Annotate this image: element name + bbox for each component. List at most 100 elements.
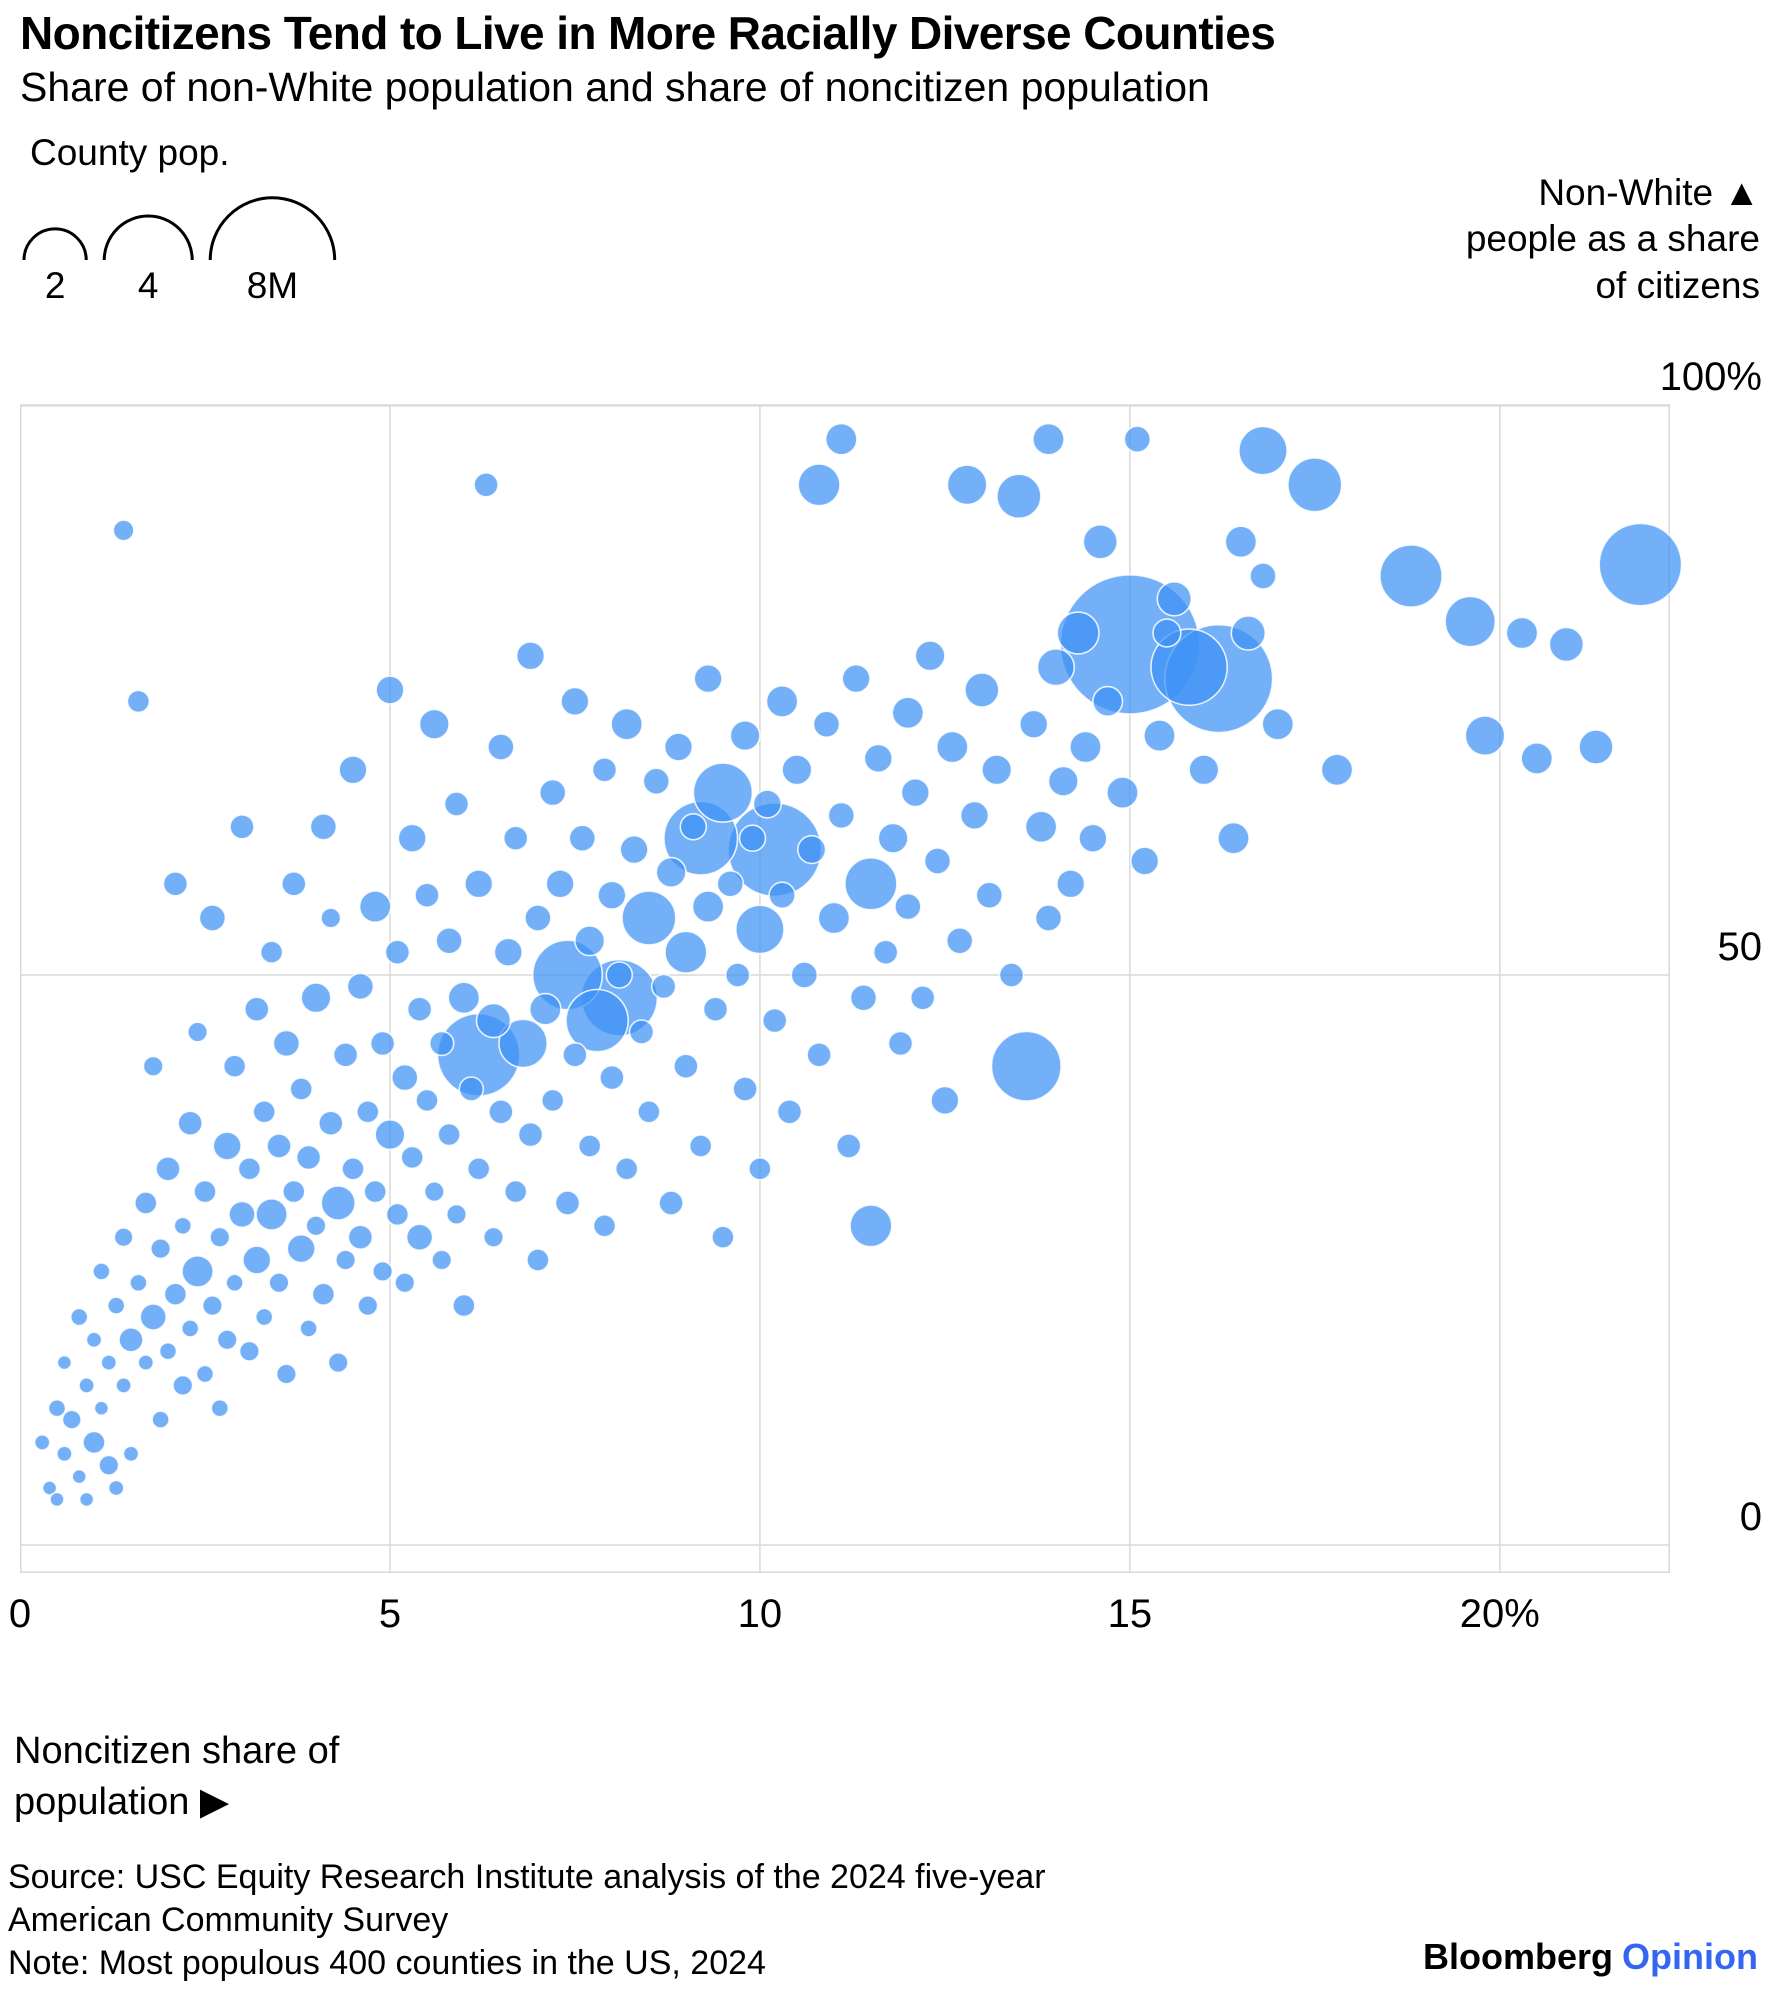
county-bubble [1032, 422, 1065, 456]
county-bubble [137, 1354, 155, 1371]
county-bubble [242, 1245, 272, 1275]
y-tick-label: 50 [1717, 925, 1763, 969]
county-bubble [49, 1491, 65, 1508]
x-tick-label: 15 [1107, 1592, 1153, 1636]
county-bubble [92, 1262, 111, 1281]
county-bubble [126, 689, 151, 714]
county-bubble [732, 1076, 758, 1102]
county-bubble [568, 824, 597, 853]
county-bubble [122, 1445, 140, 1463]
county-bubble [210, 1398, 230, 1418]
county-bubble [841, 663, 871, 694]
county-bubble [1287, 457, 1343, 513]
county-bubble [466, 1156, 491, 1181]
chart-subtitle: Share of non-White population and share … [20, 64, 1210, 110]
size-legend-arcs: 2 4 8M [22, 196, 337, 306]
county-bubble [597, 880, 627, 910]
county-bubble [98, 1454, 120, 1476]
county-bubble [289, 1077, 314, 1101]
county-bubble [887, 1030, 914, 1057]
county-bubble [693, 663, 723, 694]
size-legend-title: County pop. [30, 132, 230, 173]
county-bubble [346, 972, 375, 1001]
county-bubble [872, 939, 899, 966]
county-bubble [614, 1156, 639, 1181]
county-bubble [1047, 765, 1079, 797]
county-bubble [162, 870, 189, 897]
x-tick-label: 20% [1459, 1592, 1540, 1636]
county-bubble [964, 672, 1000, 708]
county-bubble [355, 1099, 380, 1124]
county-bubble [526, 1248, 550, 1272]
county-bubble [642, 767, 671, 796]
county-bubble [338, 755, 368, 785]
county-bubble [272, 1029, 301, 1058]
county-bubble [158, 1341, 178, 1361]
county-bubble [610, 707, 644, 741]
county-bubble [406, 996, 433, 1023]
county-bubble [300, 982, 332, 1014]
county-bubble [56, 1445, 73, 1463]
county-bubble [320, 907, 342, 929]
x-tick-label: 0 [8, 1592, 32, 1636]
size-legend-value: 8M [247, 265, 298, 306]
county-bubble [1036, 648, 1076, 687]
county-bubble [817, 901, 851, 935]
county-bubble [187, 1021, 209, 1043]
county-bubble [752, 789, 782, 819]
county-bubble [423, 1180, 445, 1203]
county-bubble [155, 1155, 181, 1182]
county-bubble [375, 675, 405, 705]
county-bubble [443, 791, 470, 817]
county-bubble [776, 1098, 803, 1125]
chart-title: Noncitizens Tend to Live in More Raciall… [20, 7, 1276, 59]
county-bubble [238, 1340, 260, 1362]
county-bubble [458, 1076, 485, 1102]
county-bubble [1598, 522, 1683, 607]
county-bubble [1224, 525, 1258, 559]
county-bubble [397, 823, 427, 853]
county-bubble [372, 1260, 394, 1283]
county-bubble [1578, 729, 1614, 765]
brand-logo: Bloomberg Opinion [1423, 1936, 1758, 1978]
county-bubble [1379, 544, 1443, 608]
county-bubble [1230, 615, 1267, 651]
county-bubble [418, 708, 450, 740]
county-bubble [729, 720, 761, 752]
county-bubble [332, 1041, 359, 1068]
county-bubble [142, 1055, 164, 1077]
county-bubble [129, 1273, 148, 1293]
x-tick-label: 10 [737, 1592, 783, 1636]
county-bubble [327, 1351, 349, 1374]
county-bubble [385, 1202, 410, 1227]
county-bubble [41, 1480, 58, 1496]
county-bubble [268, 1272, 290, 1294]
county-bubble [201, 1294, 223, 1317]
county-bubble [1249, 562, 1277, 590]
county-bubble [259, 940, 284, 965]
county-bubble [473, 472, 499, 498]
county-bubble [877, 822, 909, 854]
county-bubble [761, 1007, 788, 1034]
county-bubble [295, 1144, 322, 1171]
county-bubble [502, 825, 529, 852]
county-bubble [863, 743, 893, 774]
county-bubble [637, 1099, 661, 1124]
county-bubble [1548, 626, 1585, 663]
county-bubble [824, 422, 858, 456]
brand-name: Bloomberg [1423, 1936, 1614, 1977]
county-bubble [946, 464, 988, 506]
county-bubble [935, 730, 969, 764]
x-axis-title: Noncitizen share of population ▶ [14, 1726, 339, 1828]
county-bubble [172, 1374, 194, 1397]
county-bubble [748, 1156, 772, 1181]
county-bubble [1092, 685, 1124, 718]
county-bubble [216, 1329, 238, 1351]
county-bubble [691, 890, 725, 924]
county-bubble [299, 1319, 318, 1338]
county-bubble [107, 1479, 125, 1497]
county-bubble [139, 1303, 167, 1331]
county-bubble [1123, 425, 1152, 454]
county-bubble [335, 1249, 357, 1271]
